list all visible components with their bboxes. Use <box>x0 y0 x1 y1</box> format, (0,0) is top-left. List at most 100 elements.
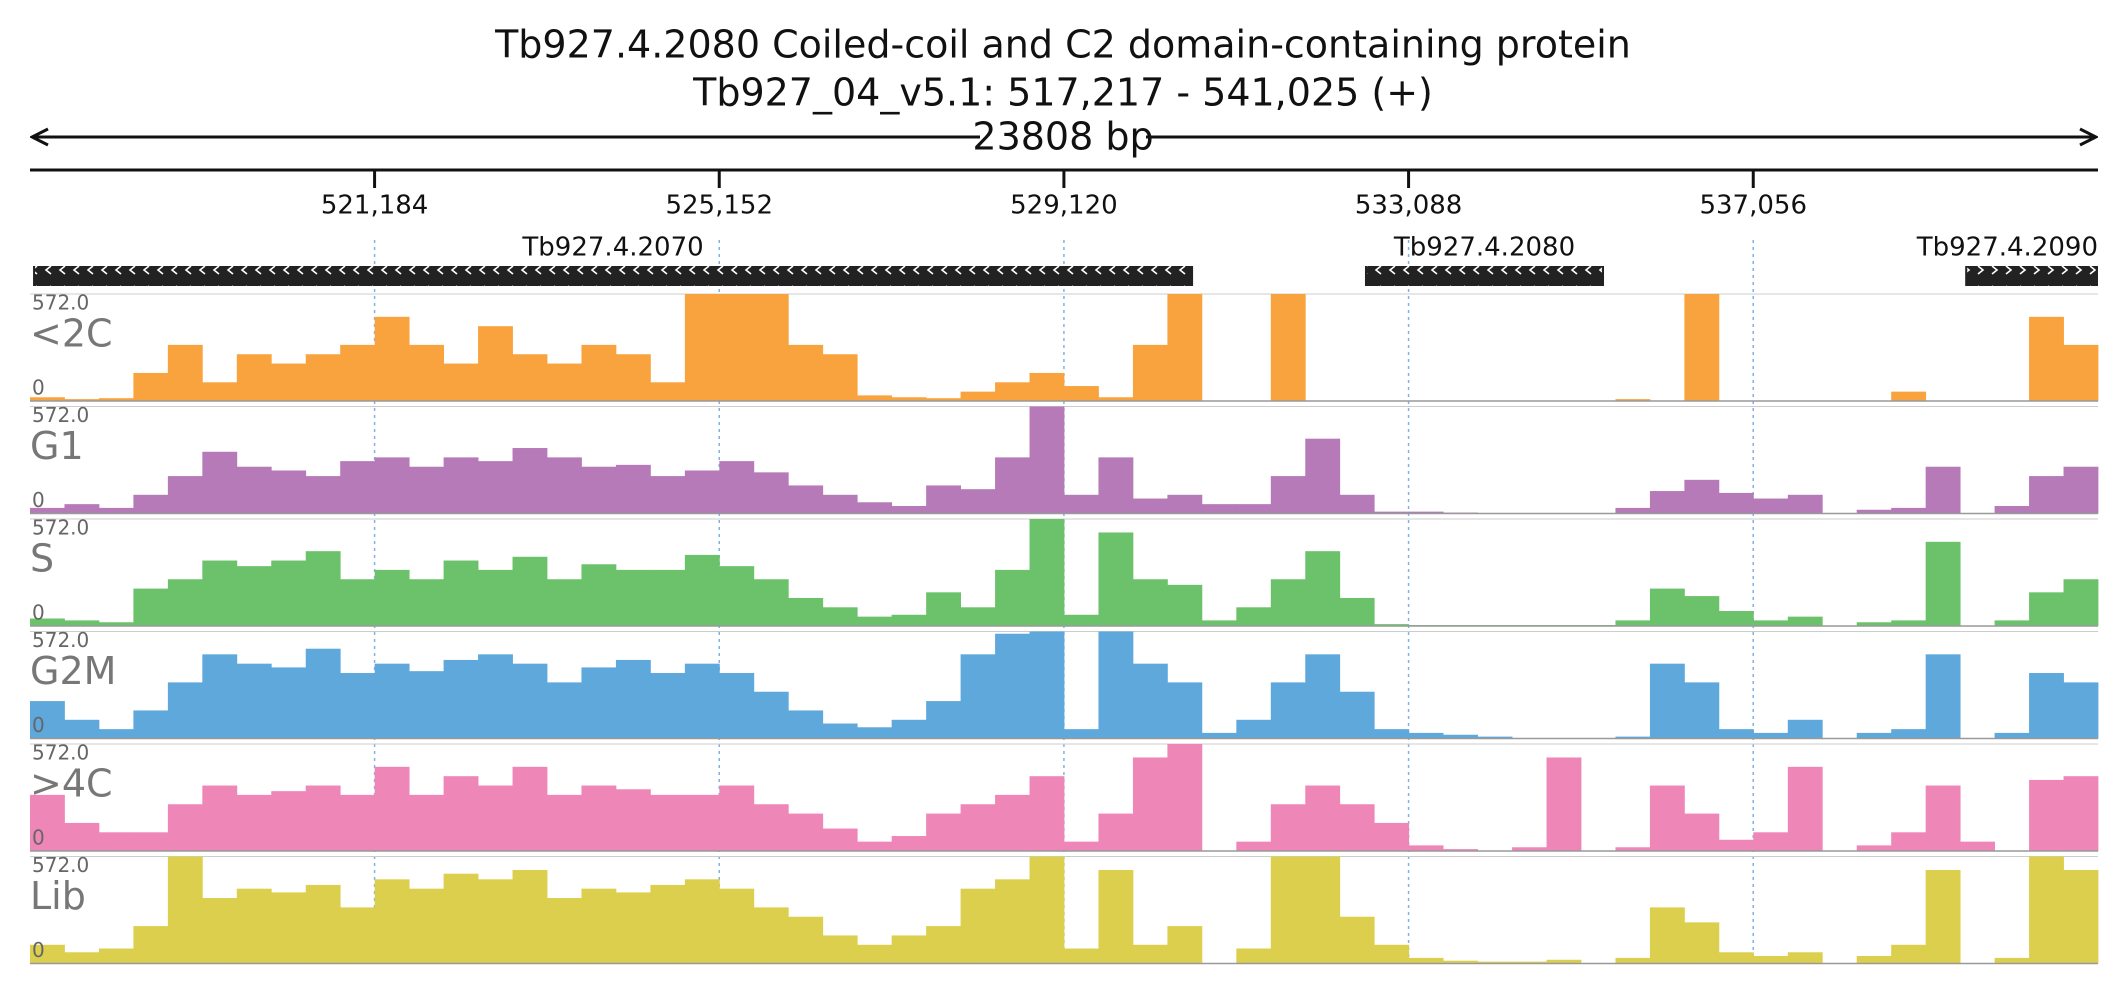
coverage-bar <box>1270 682 1306 739</box>
coverage-bar <box>1891 391 1927 401</box>
coverage-bar <box>1339 597 1375 626</box>
coverage-bar <box>374 457 410 514</box>
coverage-bar <box>1925 541 1961 626</box>
coverage-bar <box>271 470 307 514</box>
coverage-bar <box>1718 492 1754 514</box>
coverage-bar <box>960 804 996 851</box>
coverage-bar <box>1132 579 1168 626</box>
coverage-bar <box>926 813 961 851</box>
coverage-bar <box>650 382 686 401</box>
track-limit: 572.0 <box>32 628 89 652</box>
coverage-bar <box>1443 849 1478 851</box>
coverage-bar <box>512 448 548 514</box>
coverage-bar <box>202 451 238 514</box>
coverage-bar <box>1443 960 1478 964</box>
coverage-bar <box>1167 926 1203 964</box>
coverage-bar <box>684 663 720 739</box>
coverage-bar <box>615 354 651 401</box>
coverage-bar <box>1064 494 1099 514</box>
coverage-bar <box>478 654 513 739</box>
coverage-bar <box>443 659 479 739</box>
coverage-bar <box>202 654 238 739</box>
coverage-bar <box>512 556 548 626</box>
coverage-bar <box>1787 616 1823 626</box>
coverage-bar <box>1443 734 1478 739</box>
coverage-bar <box>64 952 100 964</box>
coverage-bar <box>30 507 65 514</box>
coverage-bar <box>98 832 134 851</box>
track-name: >4C <box>30 762 113 806</box>
coverage-bar <box>1098 457 1134 514</box>
coverage-bar <box>581 466 617 514</box>
coverage-bar <box>1305 551 1341 626</box>
coverage-bar <box>1684 922 1720 964</box>
track-limit: 572.0 <box>32 403 89 427</box>
track-limit: 0 <box>32 938 45 962</box>
coverage-bar <box>1856 509 1892 514</box>
coverage-bar <box>512 663 548 739</box>
coverage-bar <box>236 354 272 401</box>
coverage-bar <box>374 879 410 964</box>
coverage-bar <box>1029 631 1065 739</box>
coverage-bar <box>581 564 617 626</box>
coverage-bar <box>1132 344 1168 401</box>
coverage-bar <box>891 614 927 626</box>
coverage-bar <box>30 794 65 851</box>
coverage-bar <box>1098 869 1134 964</box>
coverage-bar <box>1064 614 1099 626</box>
coverage-bar <box>2029 316 2064 401</box>
coverage-bar <box>1339 494 1375 514</box>
coverage-bar <box>684 794 720 851</box>
coverage-bar <box>1753 956 1789 964</box>
coverage-bar <box>547 457 582 514</box>
coverage-bar <box>891 836 927 851</box>
coverage-bar <box>1787 719 1823 739</box>
coverage-bar <box>1029 372 1065 401</box>
coverage-bar <box>1994 957 2030 964</box>
coverage-bar <box>581 888 617 964</box>
coverage-bar <box>1718 729 1754 739</box>
coverage-bar <box>1891 620 1927 626</box>
coverage-bar <box>340 344 376 401</box>
coverage-bar <box>995 879 1030 964</box>
coverage-bar <box>64 822 100 851</box>
coverage-bar <box>1132 498 1168 514</box>
coverage-bar <box>1098 813 1134 851</box>
coverage-bar <box>857 616 893 626</box>
coverage-bar <box>2063 466 2099 514</box>
coverage-bar <box>1684 813 1720 851</box>
coverage-bar <box>1029 856 1065 964</box>
coverage-bar <box>236 794 272 851</box>
coverage-bar <box>271 892 307 964</box>
coverage-bar <box>960 489 996 514</box>
coverage-bar <box>822 494 858 514</box>
coverage-bar <box>1891 729 1927 739</box>
coverage-bar <box>788 344 824 401</box>
coverage-bar <box>788 485 824 514</box>
coverage-bar <box>1753 620 1789 626</box>
coverage-bar <box>1477 736 1513 739</box>
coverage-bar <box>1236 841 1272 851</box>
coverage-bar <box>960 654 996 739</box>
coverage-bar <box>1891 507 1927 514</box>
coverage-bar <box>1029 406 1065 514</box>
coverage-bar <box>1615 957 1651 964</box>
coverage-bar <box>1270 476 1306 514</box>
subtitle: Tb927_04_v5.1: 517,217 - 541,025 (+) <box>692 71 1433 115</box>
track-name: Lib <box>30 874 86 918</box>
coverage-bar <box>409 671 444 739</box>
coverage-bar <box>167 856 203 964</box>
coverage-bar <box>305 476 341 514</box>
gene-strand <box>1366 266 1603 286</box>
coverage-bar <box>753 907 789 964</box>
coverage-bar <box>1925 869 1961 964</box>
coverage-bar <box>788 597 824 626</box>
coverage-bar <box>1615 507 1651 514</box>
coverage-bar <box>271 667 307 739</box>
coverage-bar <box>615 659 651 739</box>
coverage-bar <box>684 554 720 626</box>
coverage-bar <box>1236 719 1272 739</box>
coverage-bar <box>822 723 858 739</box>
coverage-bar <box>409 579 444 626</box>
coverage-bar <box>788 813 824 851</box>
